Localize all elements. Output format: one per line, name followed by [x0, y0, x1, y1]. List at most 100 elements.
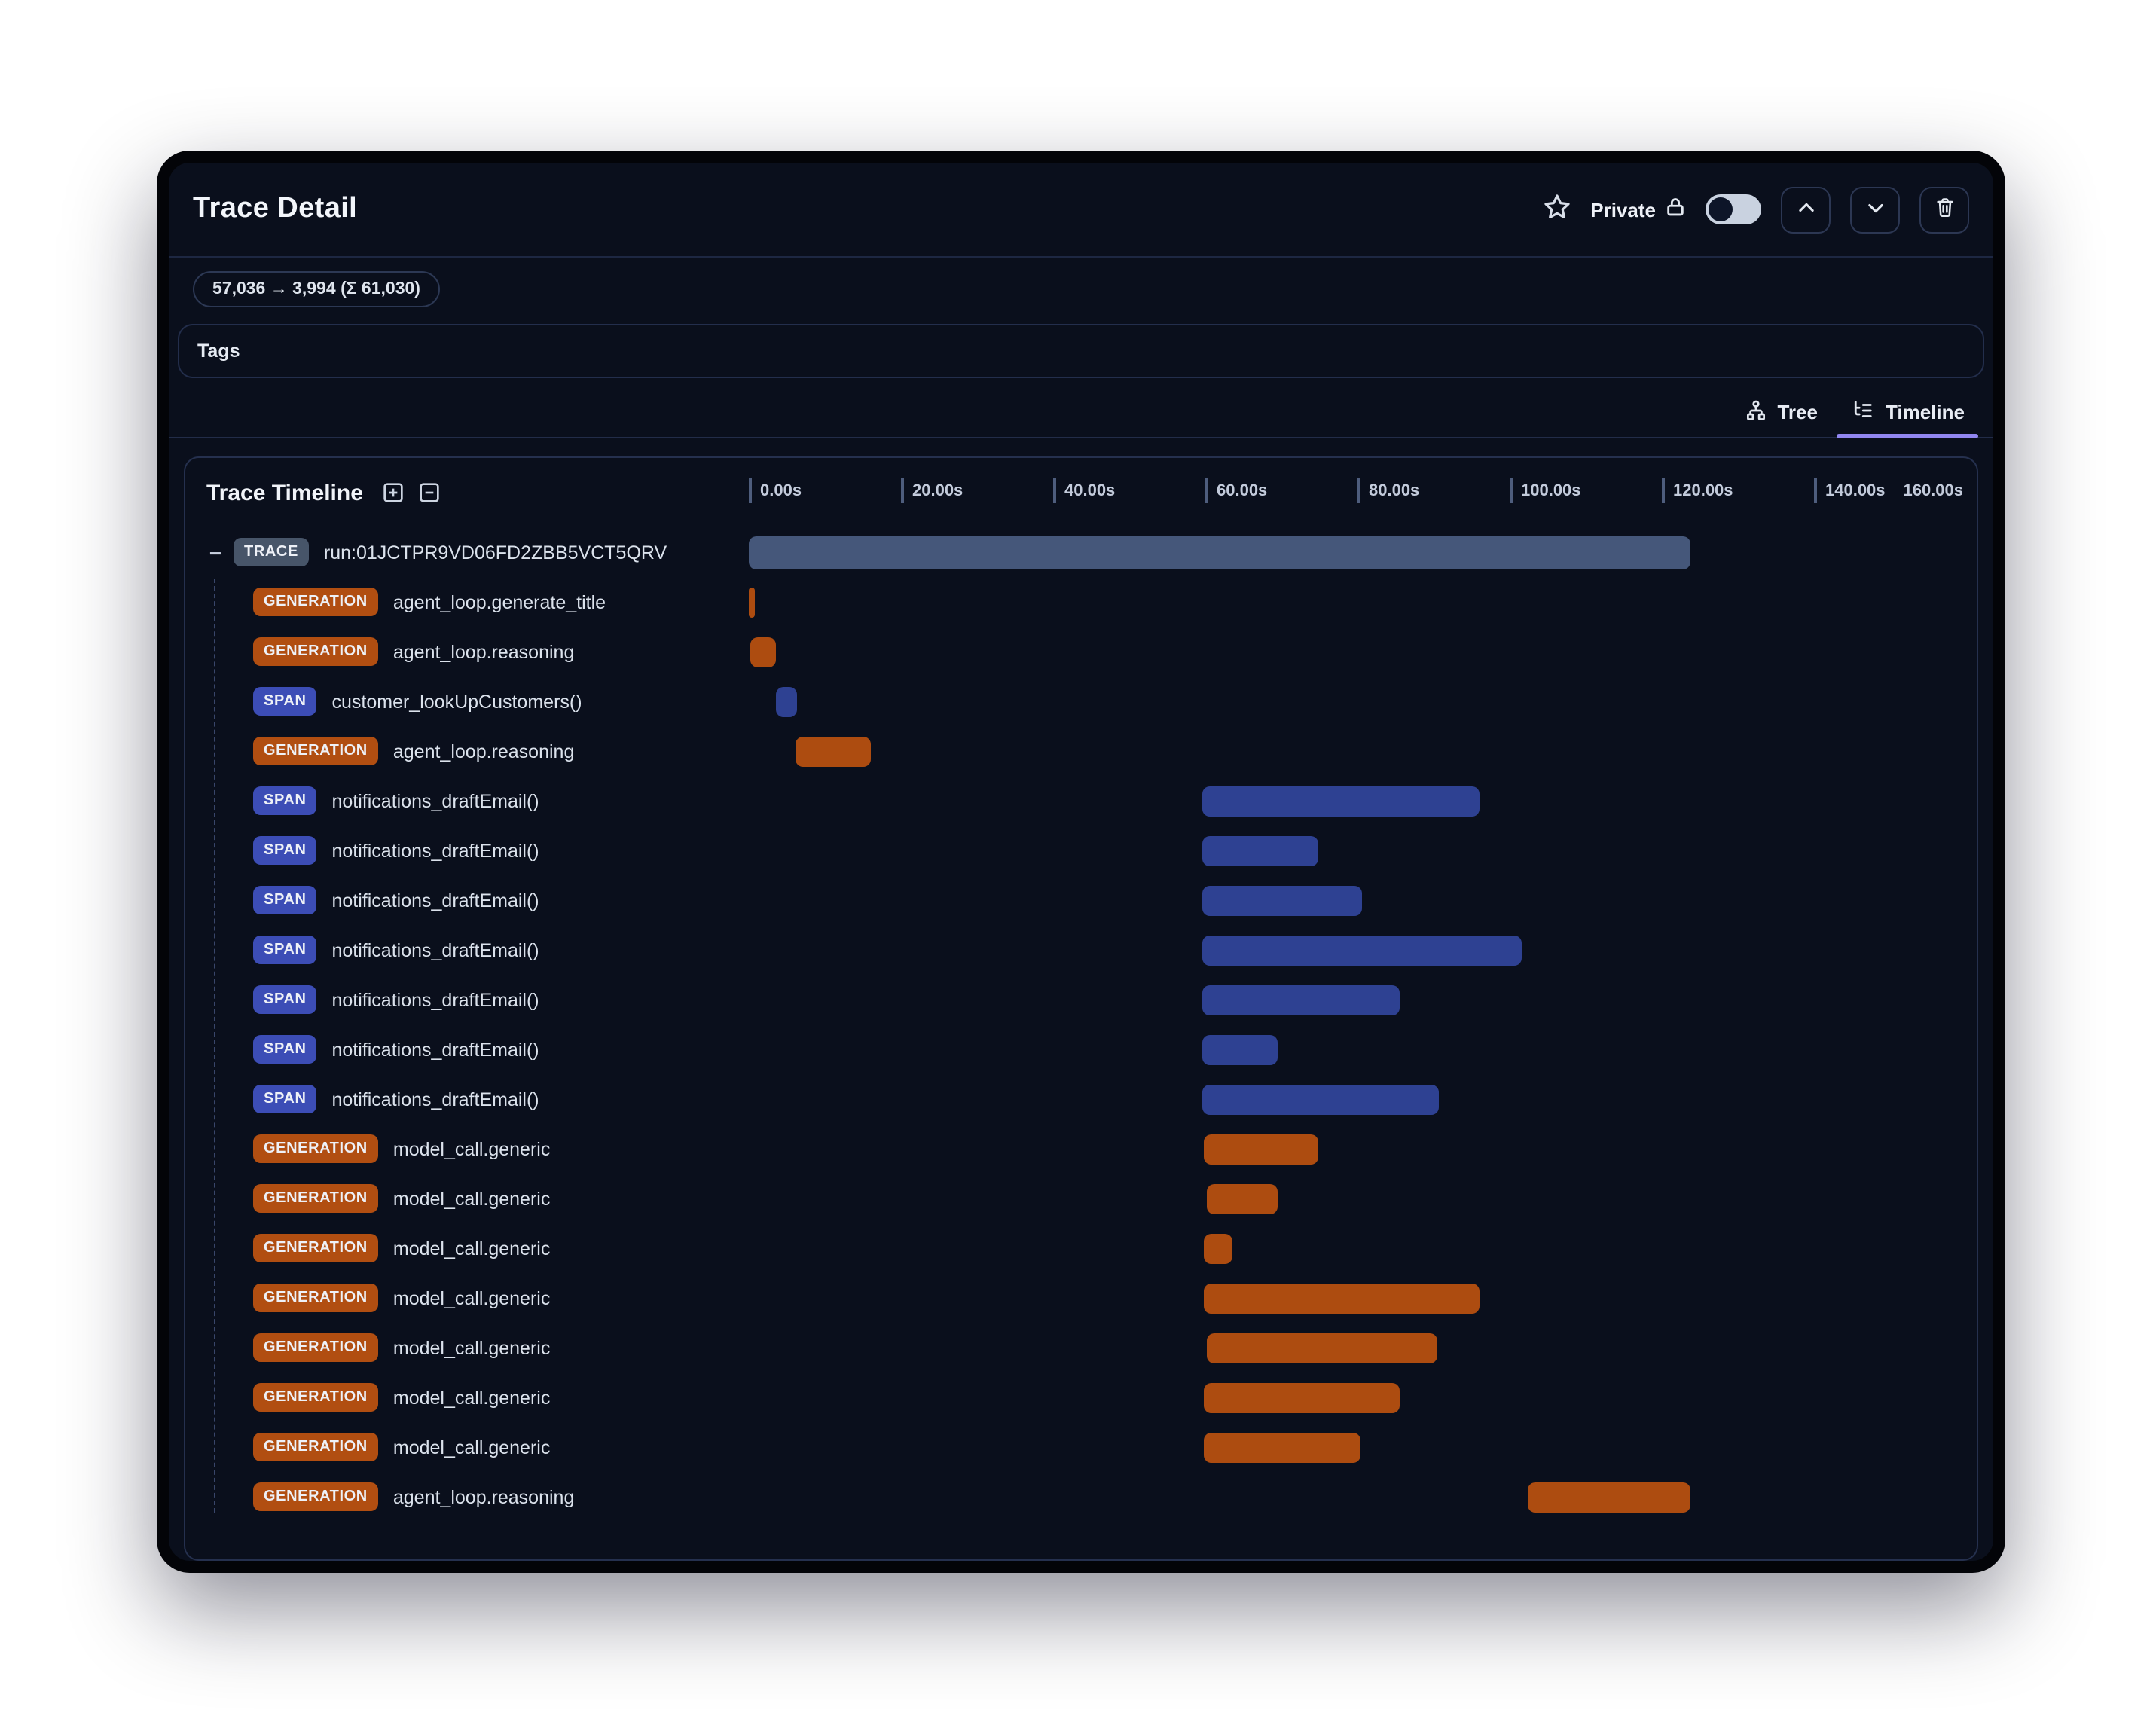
timeline-row[interactable]: SPAN notifications_draftEmail() — [185, 1074, 1977, 1124]
timeline-row[interactable]: SPAN notifications_draftEmail() — [185, 975, 1977, 1024]
timeline-panel-header: Trace Timeline 0.00s 20 — [185, 458, 1977, 527]
observation-type-badge: GENERATION — [253, 737, 378, 765]
timeline-row[interactable]: GENERATION model_call.generic — [185, 1124, 1977, 1174]
privacy-toggle[interactable] — [1706, 194, 1761, 224]
observation-name: notifications_draftEmail() — [331, 790, 539, 811]
previous-trace-button[interactable] — [1781, 186, 1831, 233]
observation-type-badge: SPAN — [253, 936, 317, 964]
timeline-row[interactable]: GENERATION model_call.generic — [185, 1323, 1977, 1372]
timeline-row[interactable]: GENERATION model_call.generic — [185, 1273, 1977, 1323]
tags-input[interactable]: Tags — [178, 324, 1984, 378]
observation-name: model_call.generic — [392, 1287, 551, 1308]
next-trace-button[interactable] — [1850, 186, 1900, 233]
observation-type-badge: GENERATION — [253, 1333, 378, 1362]
privacy-label-group: Private — [1590, 196, 1686, 223]
axis-tick-label: 20.00s — [912, 481, 963, 499]
axis-tick: 40.00s — [1053, 478, 1115, 503]
observation-name: notifications_draftEmail() — [331, 840, 539, 861]
axis-tick-line — [1357, 478, 1360, 503]
expand-all-button[interactable] — [381, 481, 405, 505]
observation-name: model_call.generic — [392, 1138, 551, 1159]
observation-type-badge: GENERATION — [253, 1184, 378, 1213]
timeline-row[interactable]: SPAN customer_lookUpCustomers() — [185, 676, 1977, 726]
page-title: Trace Detail — [193, 193, 358, 224]
plus-square-icon — [381, 481, 405, 505]
timeline-bar[interactable] — [1202, 1034, 1278, 1064]
timeline-rows: − TRACE run:01JCTPR9VD06FD2ZBB5VCT5QRV GENE… — [185, 527, 1977, 1522]
timeline-list-icon — [1851, 398, 1875, 426]
timeline-bar[interactable] — [1202, 1084, 1440, 1114]
observation-type-badge: GENERATION — [253, 588, 378, 616]
timeline-bar[interactable] — [776, 686, 797, 716]
observation-name: model_call.generic — [392, 1238, 551, 1259]
timeline-bar[interactable] — [1202, 985, 1400, 1015]
axis-tick-line — [1053, 478, 1055, 503]
timeline-bar[interactable] — [749, 536, 1691, 569]
timeline-row[interactable]: SPAN notifications_draftEmail() — [185, 1024, 1977, 1074]
axis-tick-line — [1662, 478, 1664, 503]
axis-tick: 100.00s — [1510, 478, 1581, 503]
timeline-row[interactable]: SPAN notifications_draftEmail() — [185, 875, 1977, 925]
observation-name: run:01JCTPR9VD06FD2ZBB5VCT5QRV — [323, 542, 667, 563]
timeline-bar[interactable] — [1202, 835, 1318, 866]
timeline-row[interactable]: GENERATION agent_loop.reasoning — [185, 726, 1977, 776]
timeline-row[interactable]: GENERATION agent_loop.reasoning — [185, 1472, 1977, 1522]
timeline-bar[interactable] — [1206, 1183, 1278, 1214]
timeline-row[interactable]: SPAN notifications_draftEmail() — [185, 776, 1977, 826]
observation-name: model_call.generic — [392, 1436, 551, 1458]
axis-tick-label: 60.00s — [1217, 481, 1268, 499]
timeline-bar[interactable] — [796, 736, 872, 766]
timeline-bar[interactable] — [1203, 1233, 1233, 1263]
observation-type-badge: SPAN — [253, 836, 317, 865]
tab-timeline[interactable]: Timeline — [1834, 387, 1981, 438]
timeline-bar[interactable] — [749, 587, 755, 617]
tab-tree[interactable]: Tree — [1727, 387, 1834, 437]
axis-tick-label: 100.00s — [1521, 481, 1581, 499]
tree-icon — [1744, 398, 1767, 426]
header-controls: Private — [1542, 186, 1969, 233]
axis-tick-line — [1814, 478, 1816, 503]
token-usage-badge: 57,036 → 3,994 (Σ 61,030) — [193, 271, 440, 307]
timeline-row[interactable]: GENERATION model_call.generic — [185, 1372, 1977, 1422]
observation-type-badge: GENERATION — [253, 1134, 378, 1163]
axis-tick: 0.00s — [749, 478, 802, 503]
timeline-bar[interactable] — [750, 637, 777, 667]
timeline-bar[interactable] — [1527, 1482, 1691, 1512]
timeline-bar[interactable] — [1203, 1134, 1318, 1164]
timeline-bar[interactable] — [1202, 885, 1361, 915]
trace-timeline-panel: Trace Timeline 0.00s 20 — [184, 456, 1978, 1561]
timeline-row[interactable]: GENERATION model_call.generic — [185, 1174, 1977, 1223]
timeline-bar[interactable] — [1202, 935, 1522, 965]
observation-type-badge: GENERATION — [253, 1234, 378, 1262]
observation-name: customer_lookUpCustomers() — [331, 691, 582, 712]
collapse-all-button[interactable] — [417, 481, 441, 505]
axis-tick: 140.00s — [1814, 478, 1886, 503]
axis-end-label: 160.00s — [1903, 482, 1963, 500]
timeline-row[interactable]: GENERATION agent_loop.generate_title — [185, 577, 1977, 627]
timeline-row[interactable]: SPAN notifications_draftEmail() — [185, 925, 1977, 975]
view-tabs: Tree Timeline — [169, 387, 1993, 438]
observation-name: model_call.generic — [392, 1188, 551, 1209]
axis-tick-label: 40.00s — [1064, 481, 1116, 499]
timeline-row[interactable]: GENERATION model_call.generic — [185, 1223, 1977, 1273]
tab-tree-label: Tree — [1777, 401, 1818, 423]
timeline-row[interactable]: GENERATION model_call.generic — [185, 1422, 1977, 1472]
observation-type-badge: SPAN — [253, 985, 317, 1014]
observation-name: notifications_draftEmail() — [331, 989, 539, 1010]
observation-type-badge: SPAN — [253, 1085, 317, 1113]
timeline-bar[interactable] — [1203, 1382, 1400, 1412]
timeline-row[interactable]: − TRACE run:01JCTPR9VD06FD2ZBB5VCT5QRV — [185, 527, 1977, 577]
timeline-row[interactable]: SPAN notifications_draftEmail() — [185, 826, 1977, 875]
delete-trace-button[interactable] — [1919, 186, 1969, 233]
timeline-bar[interactable] — [1203, 1432, 1360, 1462]
badge-row: 57,036 → 3,994 (Σ 61,030) — [169, 258, 1993, 307]
timeline-bar[interactable] — [1202, 786, 1480, 816]
axis-tick-line — [901, 478, 903, 503]
observation-type-badge: SPAN — [253, 1035, 317, 1064]
collapse-trace-button[interactable]: − — [203, 540, 228, 564]
bookmark-star-button[interactable] — [1542, 193, 1571, 226]
tab-timeline-underline — [1837, 434, 1978, 438]
timeline-row[interactable]: GENERATION agent_loop.reasoning — [185, 627, 1977, 676]
timeline-bar[interactable] — [1206, 1333, 1438, 1363]
timeline-bar[interactable] — [1203, 1283, 1480, 1313]
